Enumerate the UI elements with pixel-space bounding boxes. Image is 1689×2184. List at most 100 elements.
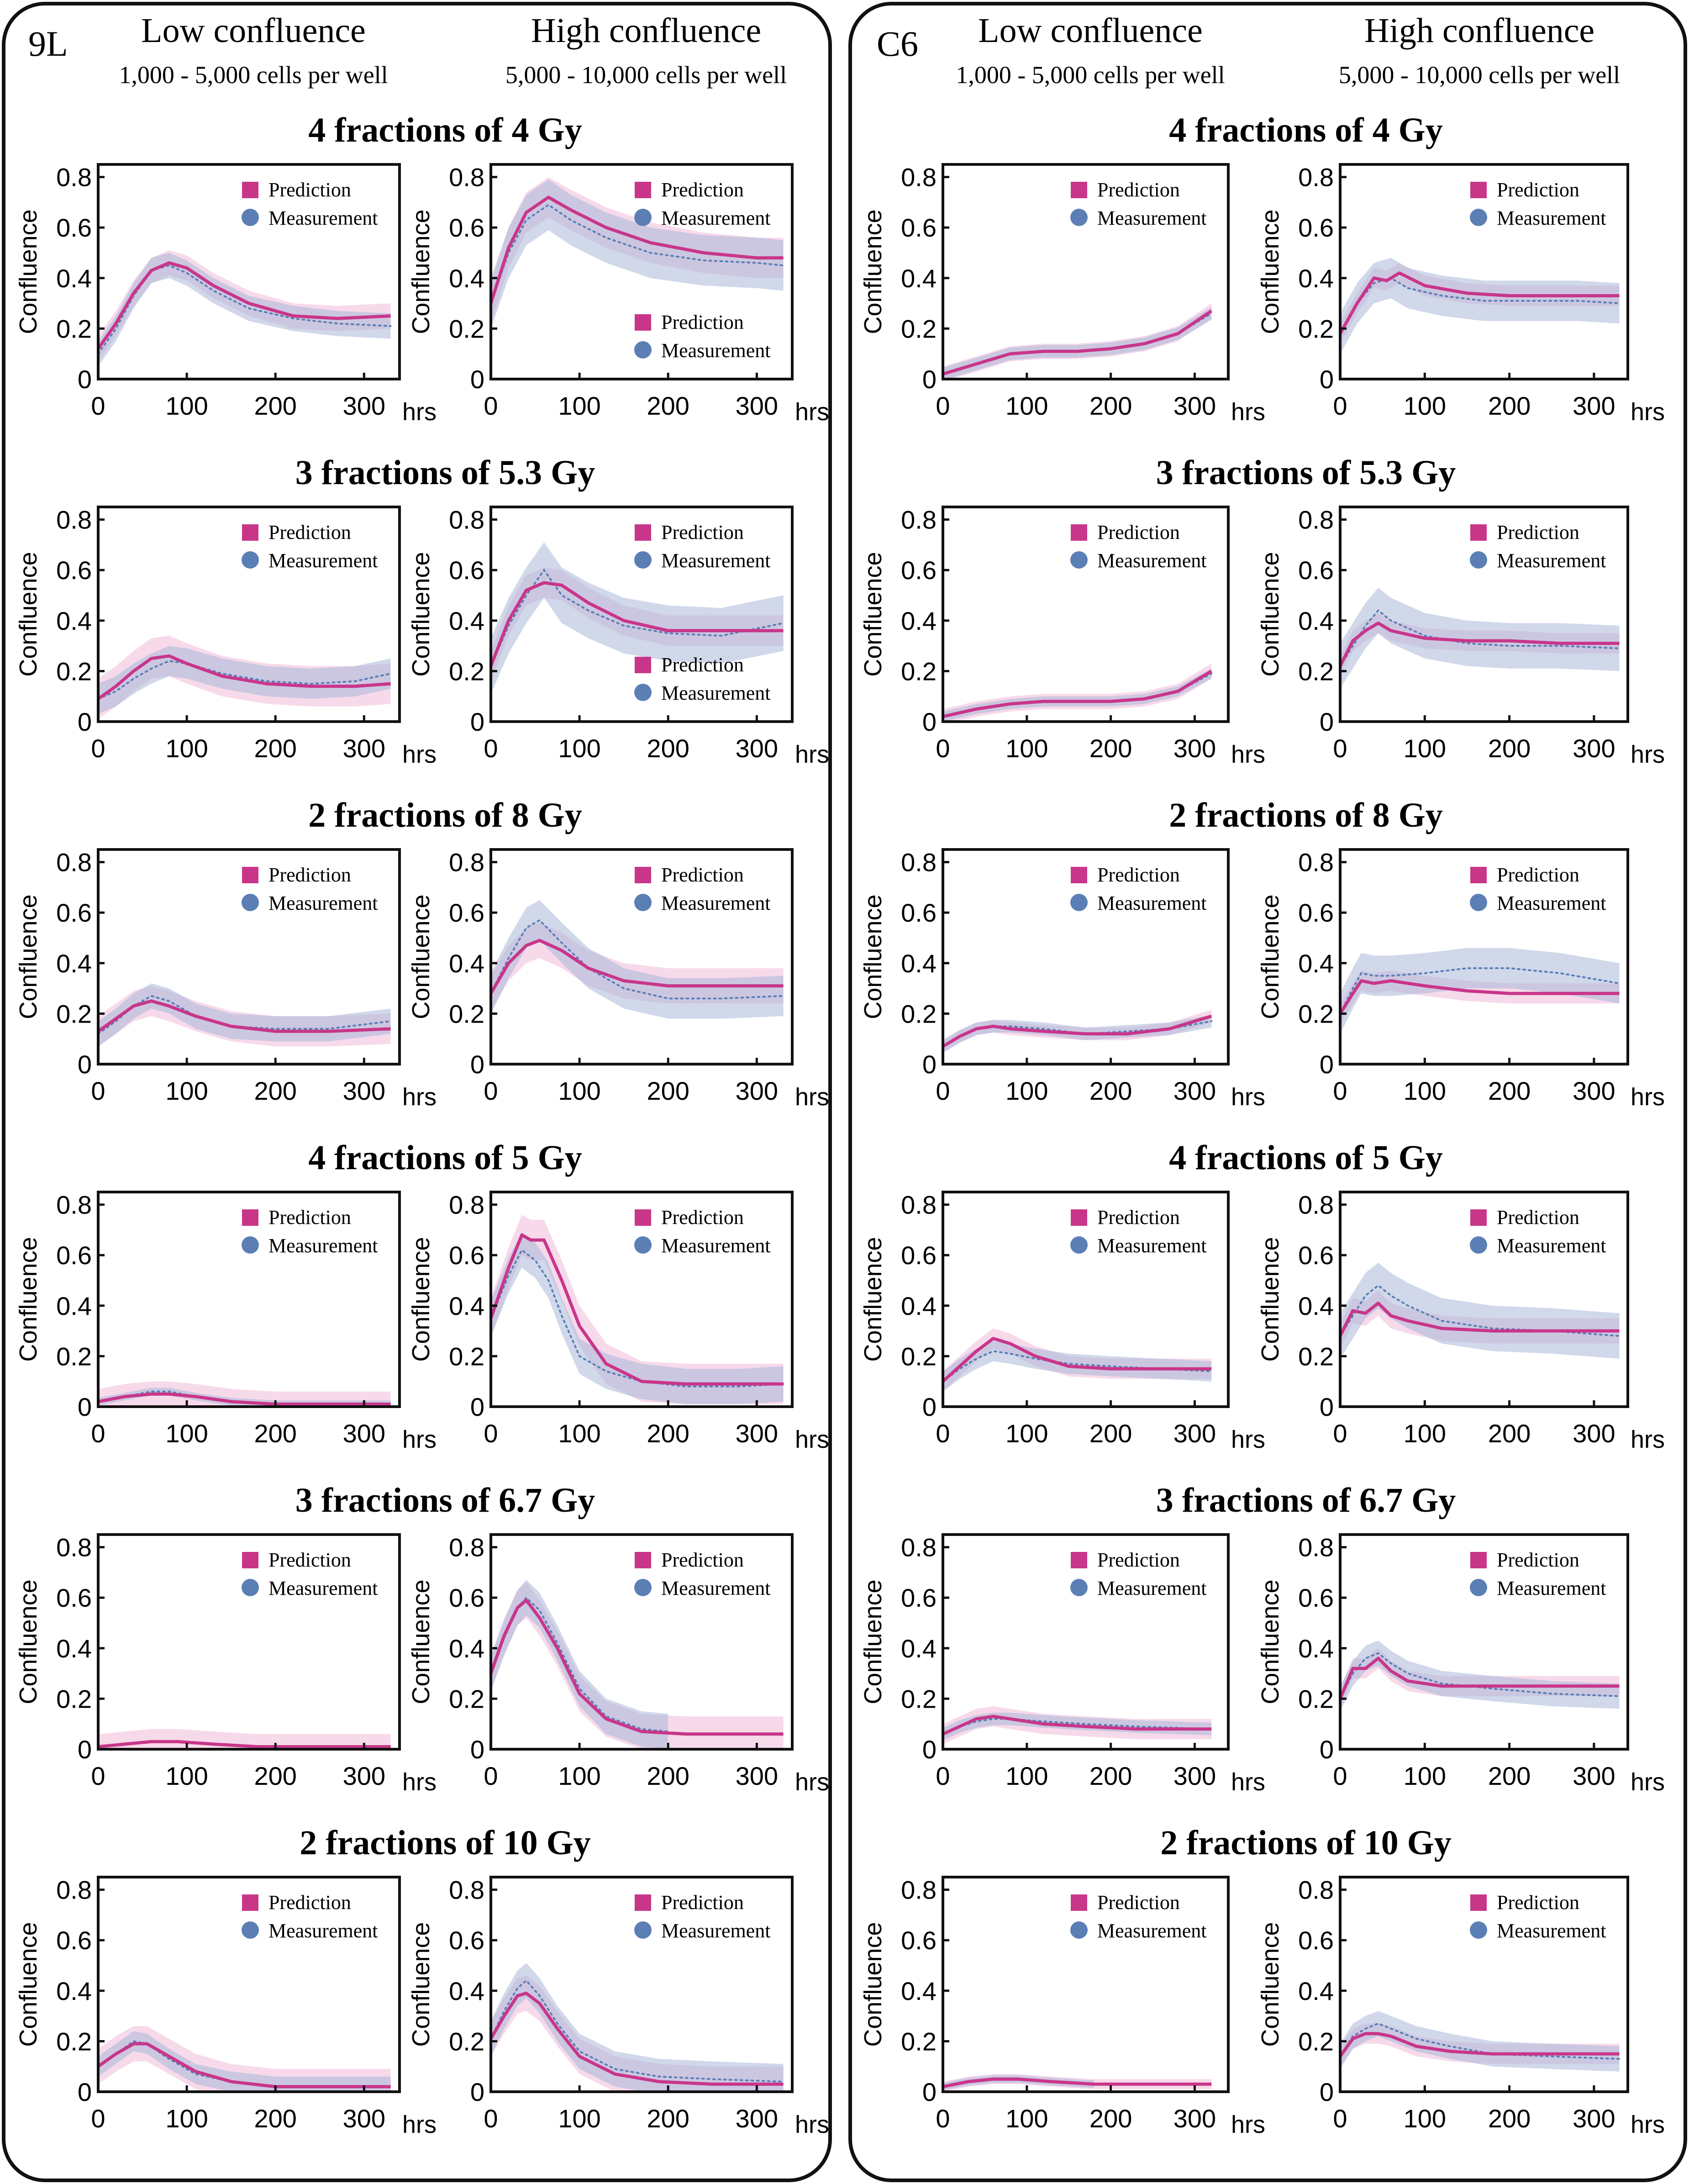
chart-5-1-legend-prediction-label: Prediction bbox=[661, 1891, 744, 1914]
chart-5-2-xtick-label: 100 bbox=[1005, 2104, 1048, 2133]
chart-4-2-axes-frame bbox=[942, 1533, 1230, 1751]
chart-0-1-legend-measurement-label: Measurement bbox=[661, 207, 770, 229]
chart-0-0-ytick-label: 0.8 bbox=[56, 163, 92, 192]
chart-1-2-ylabel: Confluence bbox=[859, 552, 887, 676]
chart-0-1-xlabel: hrs bbox=[795, 398, 829, 426]
chart-3-3-xtick-label: 300 bbox=[1573, 1419, 1615, 1448]
group-1-title-c6: 3 fractions of 5.3 Gy bbox=[1156, 454, 1456, 492]
chart-2-2-ylabel: Confluence bbox=[859, 894, 887, 1019]
chart-0-2-xtick-label: 100 bbox=[1005, 391, 1048, 420]
chart-2-1-ytick-label: 0.2 bbox=[449, 999, 484, 1028]
chart-0-0-xtick-label: 100 bbox=[165, 391, 208, 420]
chart-5-0-legend-measurement-label: Measurement bbox=[268, 1920, 378, 1942]
chart-5-1-xtick-label: 0 bbox=[484, 2104, 498, 2133]
chart-4-3-xtick-label: 0 bbox=[1333, 1762, 1347, 1790]
chart-3-0-measurement-band bbox=[98, 1387, 391, 1407]
chart-3-2-legend-prediction-swatch bbox=[1071, 1209, 1087, 1226]
chart-0-2-prediction-line bbox=[942, 309, 1213, 376]
chart-4-2-ytick-label: 0.8 bbox=[901, 1533, 937, 1562]
chart-0-2-ytick-label: 0.8 bbox=[901, 163, 937, 192]
chart-1-1-legend-prediction-swatch-lower bbox=[635, 657, 651, 673]
chart-4-2-legend-measurement-label: Measurement bbox=[1097, 1577, 1206, 1599]
chart-0-0-ytick-label: 0.2 bbox=[56, 314, 92, 343]
chart-2-3-axes-frame bbox=[1339, 848, 1629, 1066]
chart-2-2-legend-measurement-marker bbox=[1070, 894, 1088, 911]
chart-2-1-xtick-label: 0 bbox=[484, 1076, 498, 1105]
chart-5-3-legend-prediction-label: Prediction bbox=[1497, 1891, 1579, 1914]
group-1: 3 fractions of 5.3 Gy 3 fractions of 5.3 … bbox=[15, 454, 1665, 768]
chart-1-2-xtick-label: 300 bbox=[1173, 734, 1216, 763]
panel-9l-high-sub: 5,000 - 10,000 cells per well bbox=[505, 61, 787, 89]
chart-1-0-legend-measurement-label: Measurement bbox=[268, 549, 378, 572]
chart-4-2-prediction-line bbox=[942, 1714, 1212, 1736]
chart-4-1-axes-frame bbox=[489, 1533, 794, 1751]
chart-4-0-prediction-line bbox=[98, 1740, 391, 1748]
chart-2-3-ylabel: Confluence bbox=[1257, 894, 1284, 1019]
chart-0-2-axes-frame bbox=[942, 163, 1230, 380]
chart-3-0-ytick-label: 0.2 bbox=[56, 1342, 92, 1371]
chart-1-3-xtick-label: 200 bbox=[1488, 734, 1531, 763]
chart-1-0-xtick-label: 0 bbox=[91, 734, 105, 763]
chart-4-1-xtick-label: 0 bbox=[484, 1762, 498, 1790]
chart-3-3-axes-frame bbox=[1339, 1191, 1629, 1408]
group-0-title-c6: 4 fractions of 4 Gy bbox=[1169, 111, 1442, 149]
chart-2-0-xtick-label: 300 bbox=[343, 1076, 385, 1105]
chart-4-2-xtick-label: 300 bbox=[1173, 1762, 1216, 1790]
chart-1-1-xtick-label: 0 bbox=[484, 734, 498, 763]
chart-3-2-ytick-label: 0 bbox=[922, 1393, 937, 1421]
chart-4-1-legend-prediction-swatch bbox=[635, 1552, 651, 1568]
chart-0-1-prediction-line bbox=[489, 195, 784, 304]
chart-1-3-ytick-label: 0.8 bbox=[1298, 506, 1334, 534]
chart-2-2-legend-prediction-swatch bbox=[1071, 867, 1087, 883]
chart-0-2-ytick-label: 0 bbox=[922, 365, 937, 394]
chart-0-0-measurement-band bbox=[98, 253, 391, 367]
group-3: 4 fractions of 5 Gy 4 fractions of 5 Gy00… bbox=[15, 1139, 1665, 1453]
chart-1-1-measurement-line bbox=[490, 568, 784, 667]
chart-2-3-xlabel: hrs bbox=[1631, 1083, 1665, 1111]
chart-3-3-ytick-label: 0.6 bbox=[1298, 1241, 1334, 1270]
chart-0-0-legend-prediction-label: Prediction bbox=[268, 179, 351, 201]
chart-0-0-ytick-label: 0.4 bbox=[56, 264, 92, 293]
chart-0-0-xlabel: hrs bbox=[402, 398, 437, 426]
chart-4-3-legend-measurement-label: Measurement bbox=[1497, 1577, 1606, 1599]
chart-5-2-ytick-label: 0 bbox=[922, 2078, 937, 2106]
chart-4-0-xtick-label: 100 bbox=[165, 1762, 208, 1790]
chart-2-3-measurement-band bbox=[1340, 948, 1620, 1034]
chart-1-3-legend-measurement-label: Measurement bbox=[1497, 549, 1606, 572]
chart-4-1-xtick-label: 300 bbox=[736, 1762, 778, 1790]
chart-1-3-legend-prediction-label: Prediction bbox=[1497, 521, 1579, 543]
chart-2-3-xtick-label: 200 bbox=[1488, 1076, 1531, 1105]
chart-5-0-xtick-label: 100 bbox=[165, 2104, 208, 2133]
chart-1-3-legend-measurement-marker bbox=[1470, 551, 1487, 569]
chart-2-0-ytick-label: 0.6 bbox=[56, 898, 92, 927]
chart-5-3-ytick-label: 0.4 bbox=[1298, 1977, 1334, 2005]
chart-5-2-ytick-label: 0.2 bbox=[901, 2027, 937, 2056]
chart-1-2-legend-prediction-label: Prediction bbox=[1097, 521, 1180, 543]
chart-5-3-measurement-band bbox=[1340, 2011, 1620, 2072]
chart-3-3-measurement-line bbox=[1339, 1284, 1621, 1337]
chart-1-1-axes-frame bbox=[489, 506, 794, 723]
chart-3-2-xlabel: hrs bbox=[1231, 1426, 1265, 1453]
chart-5-1-legend-measurement-marker bbox=[634, 1921, 652, 1939]
chart-1-1-xtick-label: 100 bbox=[558, 734, 600, 763]
chart-4-0-ytick-label: 0.8 bbox=[56, 1533, 92, 1562]
chart-4-1-xtick-label: 200 bbox=[647, 1762, 689, 1790]
chart-2-3-legend-prediction-swatch bbox=[1470, 867, 1487, 883]
chart-1-3-xtick-label: 100 bbox=[1404, 734, 1446, 763]
chart-5-2-xtick-label: 300 bbox=[1173, 2104, 1216, 2133]
chart-5-2-ytick-label: 0.4 bbox=[901, 1977, 937, 2005]
chart-4-1-xlabel: hrs bbox=[795, 1768, 829, 1796]
chart-2-1-xtick-label: 100 bbox=[558, 1076, 600, 1105]
chart-1-0-legend-measurement-marker bbox=[242, 551, 259, 569]
chart-3-2-ytick-label: 0.8 bbox=[901, 1191, 937, 1219]
chart-2-0-legend-measurement-marker bbox=[242, 894, 259, 911]
chart-2-2-ytick-label: 0.8 bbox=[901, 848, 937, 877]
chart-5-2-legend-measurement-marker bbox=[1070, 1921, 1088, 1939]
chart-0-1-legend-prediction-label: Prediction bbox=[661, 179, 744, 201]
chart-2-2-xtick-label: 200 bbox=[1089, 1076, 1132, 1105]
chart-3-0-ytick-label: 0.6 bbox=[56, 1241, 92, 1270]
chart-5-0-xtick-label: 0 bbox=[91, 2104, 105, 2133]
chart-5-3-axes-frame bbox=[1339, 1876, 1629, 2093]
panel-9l-low-sub: 1,000 - 5,000 cells per well bbox=[119, 61, 388, 89]
